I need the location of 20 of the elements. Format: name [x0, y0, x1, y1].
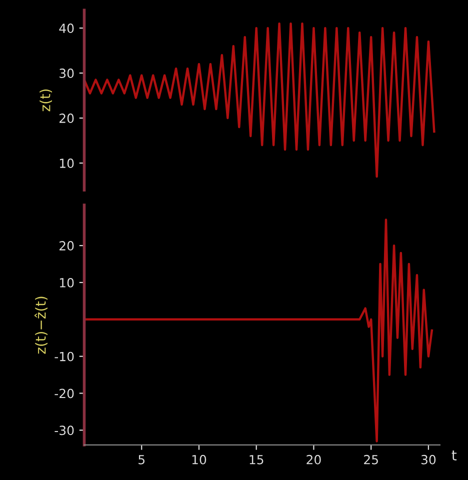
- y-tick-label: 10: [60, 158, 74, 168]
- x-tick-label: 20: [306, 454, 321, 464]
- y-tick-label: 20: [60, 114, 74, 124]
- y-tick-label: 40: [59, 24, 74, 34]
- y-tick-label: 10: [60, 278, 74, 288]
- x-tick-label: 5: [138, 455, 144, 464]
- y-axis-title: z(t): [40, 89, 52, 112]
- y-tick-label: 30: [60, 68, 74, 78]
- y-tick-label: 20: [60, 241, 74, 250]
- x-tick-label: 10: [192, 454, 206, 464]
- y-axis-title: z(t)−ẑ(t): [34, 296, 48, 354]
- x-tick-label: 25: [364, 454, 378, 464]
- x-tick-label: 30: [421, 454, 436, 464]
- y-tick-label: -30: [54, 426, 74, 436]
- line-series: [84, 22, 436, 178]
- x-tick-label: 15: [250, 455, 264, 464]
- line-series: [84, 218, 433, 442]
- y-tick-label: -10: [54, 352, 74, 362]
- x-axis-title: t: [452, 450, 457, 460]
- y-tick-label: -20: [54, 388, 74, 398]
